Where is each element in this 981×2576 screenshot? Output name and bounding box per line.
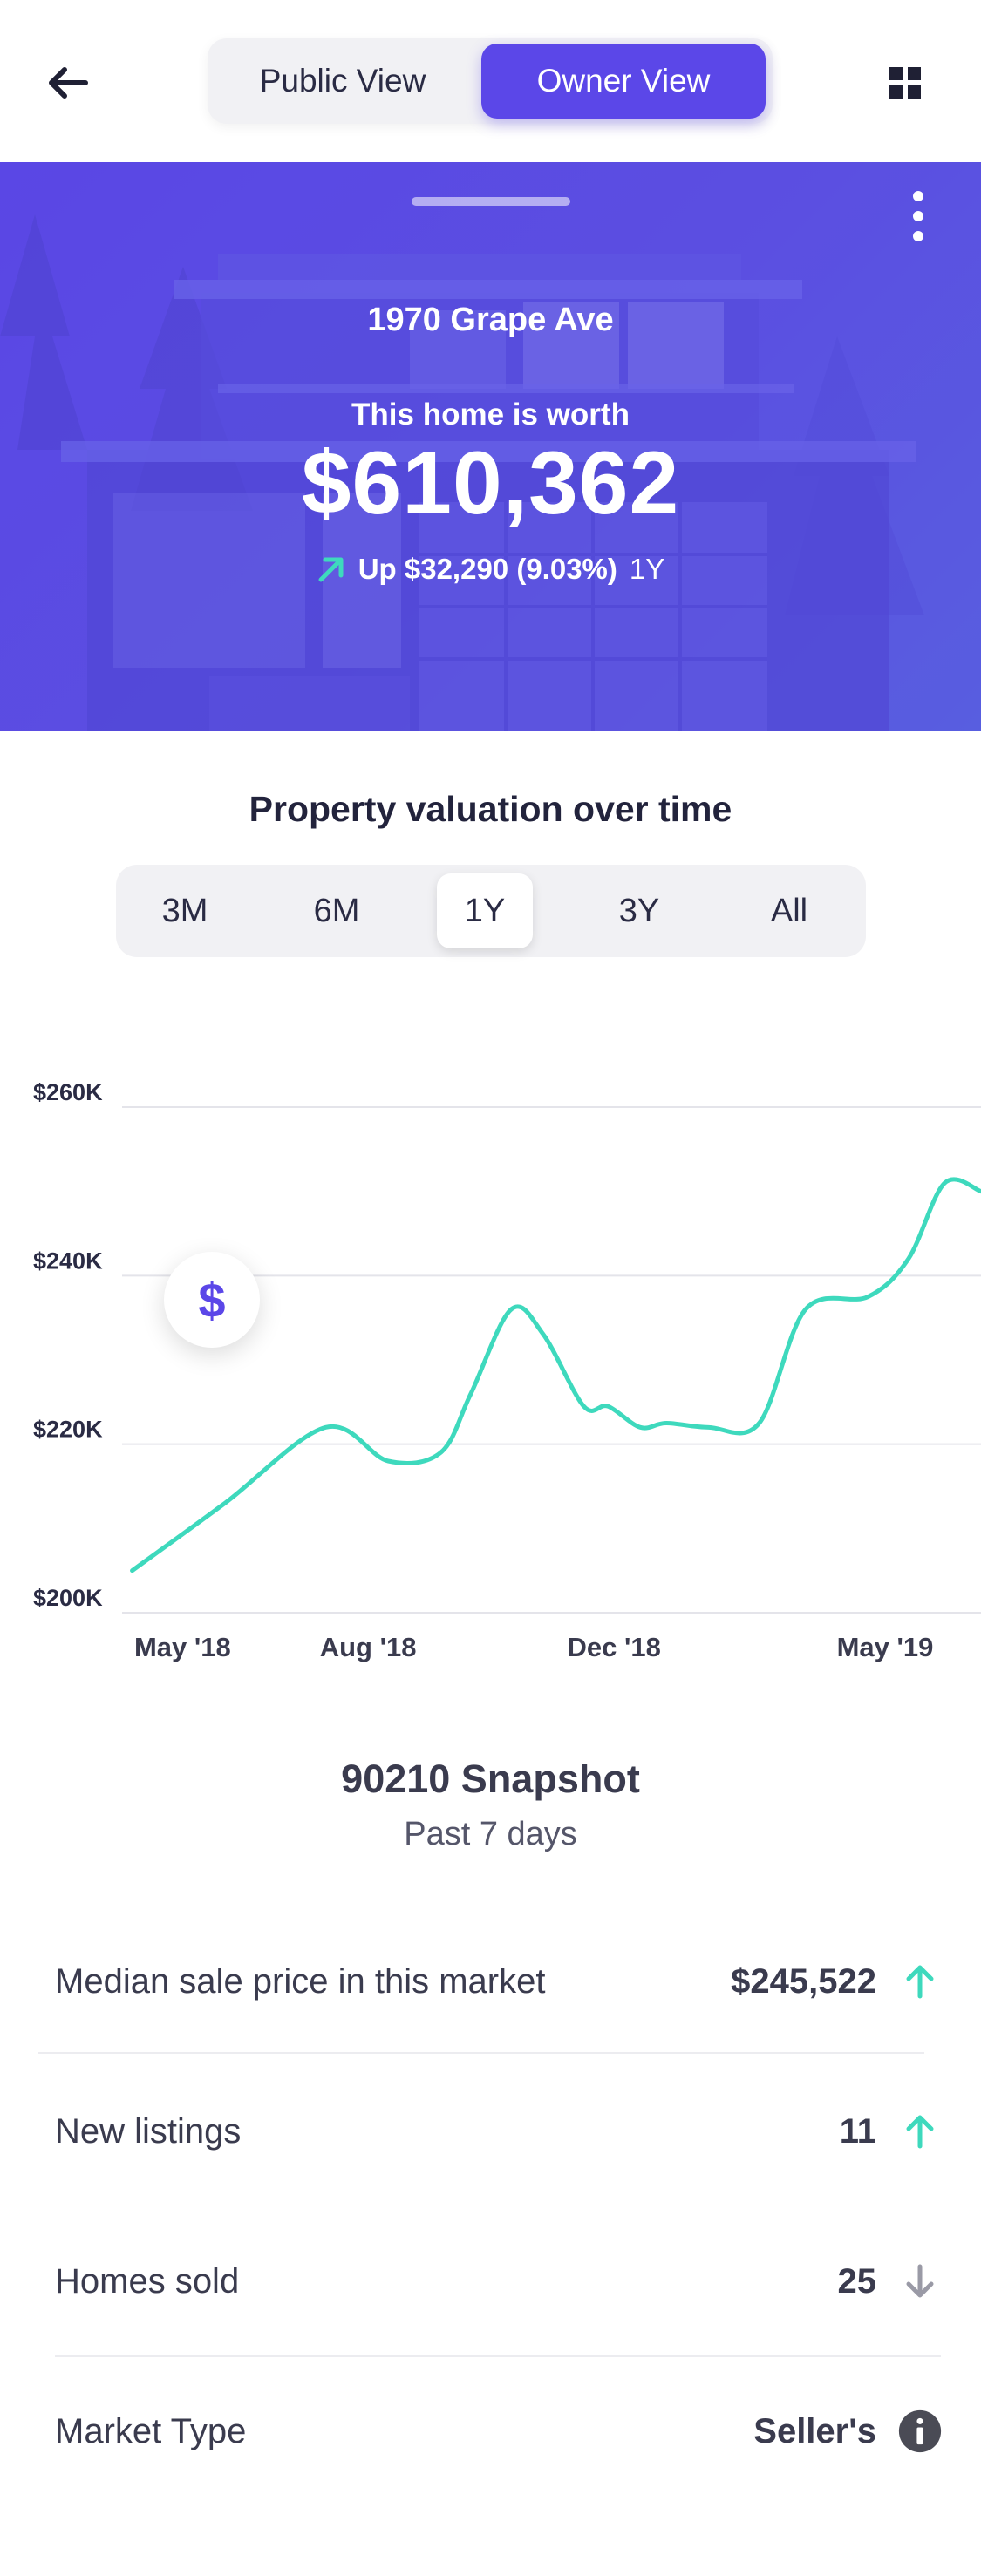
stat-row-median-price[interactable]: Median sale price in this market $245,52… — [0, 1907, 981, 2056]
property-address: 1970 Grape Ave — [367, 302, 614, 338]
y-tick-label: $260K — [33, 1079, 103, 1105]
drag-handle[interactable] — [412, 197, 570, 206]
x-tick-label: May '19 — [837, 1632, 934, 1662]
owner-view-tab[interactable]: Owner View — [481, 44, 766, 119]
range-tab-6m[interactable]: 6M — [313, 892, 360, 929]
divider — [38, 2052, 924, 2054]
range-selector: 3M 6M 1Y 3Y All — [116, 865, 866, 957]
stat-value: 25 — [837, 2261, 877, 2301]
arrow-up-icon — [906, 2115, 934, 2149]
hero-banner: 1970 Grape Ave This home is worth $610,3… — [0, 162, 981, 731]
stat-label: Homes sold — [55, 2261, 240, 2301]
arrow-down-icon — [906, 2264, 934, 2298]
arrow-up-right-icon — [318, 557, 344, 582]
range-tab-1y[interactable]: 1Y — [437, 873, 533, 948]
grid-button[interactable] — [872, 52, 937, 113]
stat-row-market-type[interactable]: Market Type Seller's — [0, 2357, 981, 2505]
stat-label: Median sale price in this market — [55, 1961, 546, 2001]
back-button[interactable] — [37, 52, 98, 113]
valuation-chart: $200K $220K $240K $260K May '18 Aug '18 Dec '… — [33, 1079, 981, 1662]
view-toggle: Public View Owner View — [208, 38, 773, 124]
public-view-tab[interactable]: Public View — [259, 63, 426, 99]
x-tick-label: May '18 — [134, 1632, 231, 1662]
top-bar: Public View Owner View — [0, 0, 981, 162]
y-tick-label: $200K — [33, 1585, 103, 1611]
stat-label: New listings — [55, 2111, 242, 2151]
divider — [55, 2355, 941, 2357]
x-tick-label: Aug '18 — [320, 1632, 417, 1662]
range-tab-all[interactable]: All — [770, 892, 808, 929]
value-change: Up $32,290 (9.03%) 1Y — [0, 553, 981, 586]
worth-label: This home is worth — [351, 398, 630, 432]
x-tick-label: Dec '18 — [568, 1632, 661, 1662]
value-change-period: 1Y — [629, 553, 665, 585]
stat-row-new-listings[interactable]: New listings 11 — [0, 2057, 981, 2206]
snapshot-subtitle: Past 7 days — [404, 1816, 577, 1852]
valuation-line — [130, 1177, 981, 1573]
arrow-up-icon — [906, 1965, 934, 1999]
range-tab-3m[interactable]: 3M — [161, 892, 208, 929]
stat-label: Market Type — [55, 2411, 247, 2450]
stat-value: 11 — [839, 2111, 876, 2151]
arrow-left-icon — [49, 67, 88, 99]
y-tick-label: $220K — [33, 1417, 103, 1443]
stat-value: Seller's — [753, 2411, 876, 2450]
y-tick-label: $240K — [33, 1247, 103, 1274]
more-button[interactable] — [898, 185, 938, 248]
value-change-amount: Up $32,290 (9.03%) — [358, 553, 617, 585]
home-value: $610,362 — [301, 433, 680, 533]
valuation-title: Property valuation over time — [249, 789, 732, 829]
dollar-marker-button[interactable]: $ — [164, 1252, 260, 1348]
info-icon[interactable] — [898, 2407, 942, 2456]
snapshot-title: 90210 Snapshot — [341, 1757, 640, 1801]
range-tab-3y[interactable]: 3Y — [618, 892, 660, 929]
more-vertical-icon — [913, 191, 923, 241]
house-photo — [0, 162, 981, 731]
grid-icon — [889, 67, 921, 99]
stat-row-homes-sold[interactable]: Homes sold 25 — [0, 2207, 981, 2355]
stat-value: $245,522 — [731, 1961, 876, 2001]
